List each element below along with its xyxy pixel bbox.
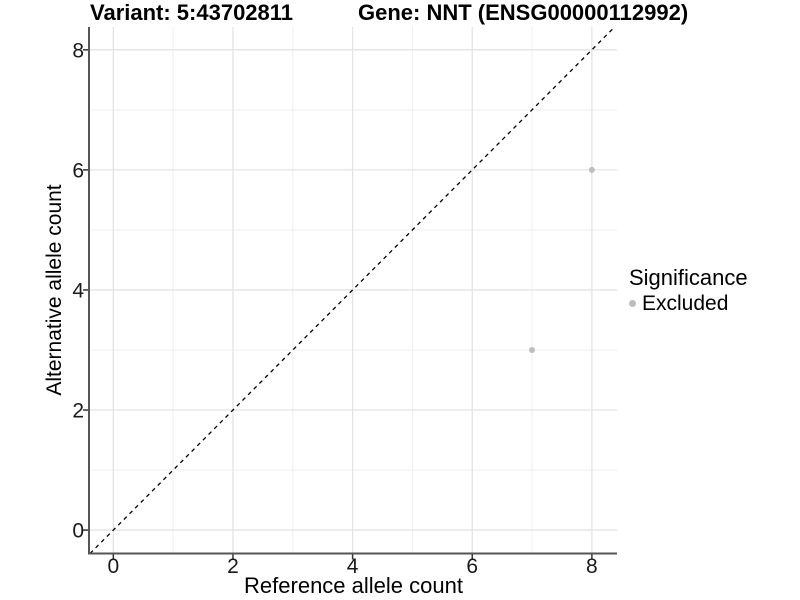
y-tick-label: 2: [72, 400, 84, 423]
y-tick-label: 0: [72, 520, 84, 543]
y-axis-title: Alternative allele count: [43, 184, 66, 396]
y-tick-label: 8: [72, 39, 84, 62]
legend-title: Significance: [629, 265, 748, 290]
x-axis-title: Reference allele count: [244, 573, 463, 598]
x-tick-label: 8: [586, 555, 598, 578]
legend-point-icon: [629, 300, 636, 307]
y-tick-label: 4: [72, 279, 84, 302]
data-point: [529, 346, 536, 353]
variant-title: Variant: 5:43702811: [90, 0, 294, 25]
x-tick-label: 2: [227, 555, 239, 578]
identity-dashed-line: [89, 26, 616, 554]
data-point: [588, 166, 595, 173]
y-tick-label: 6: [72, 159, 84, 182]
legend-item-label: Excluded: [642, 292, 729, 315]
x-tick-label: 0: [107, 555, 119, 578]
x-tick-label: 6: [466, 555, 478, 578]
x-tick-label: 4: [347, 555, 359, 578]
legend: Significance Excluded: [629, 266, 748, 315]
gene-title: Gene: NNT (ENSG00000112992): [358, 0, 689, 25]
legend-item-excluded: Excluded: [629, 292, 748, 315]
